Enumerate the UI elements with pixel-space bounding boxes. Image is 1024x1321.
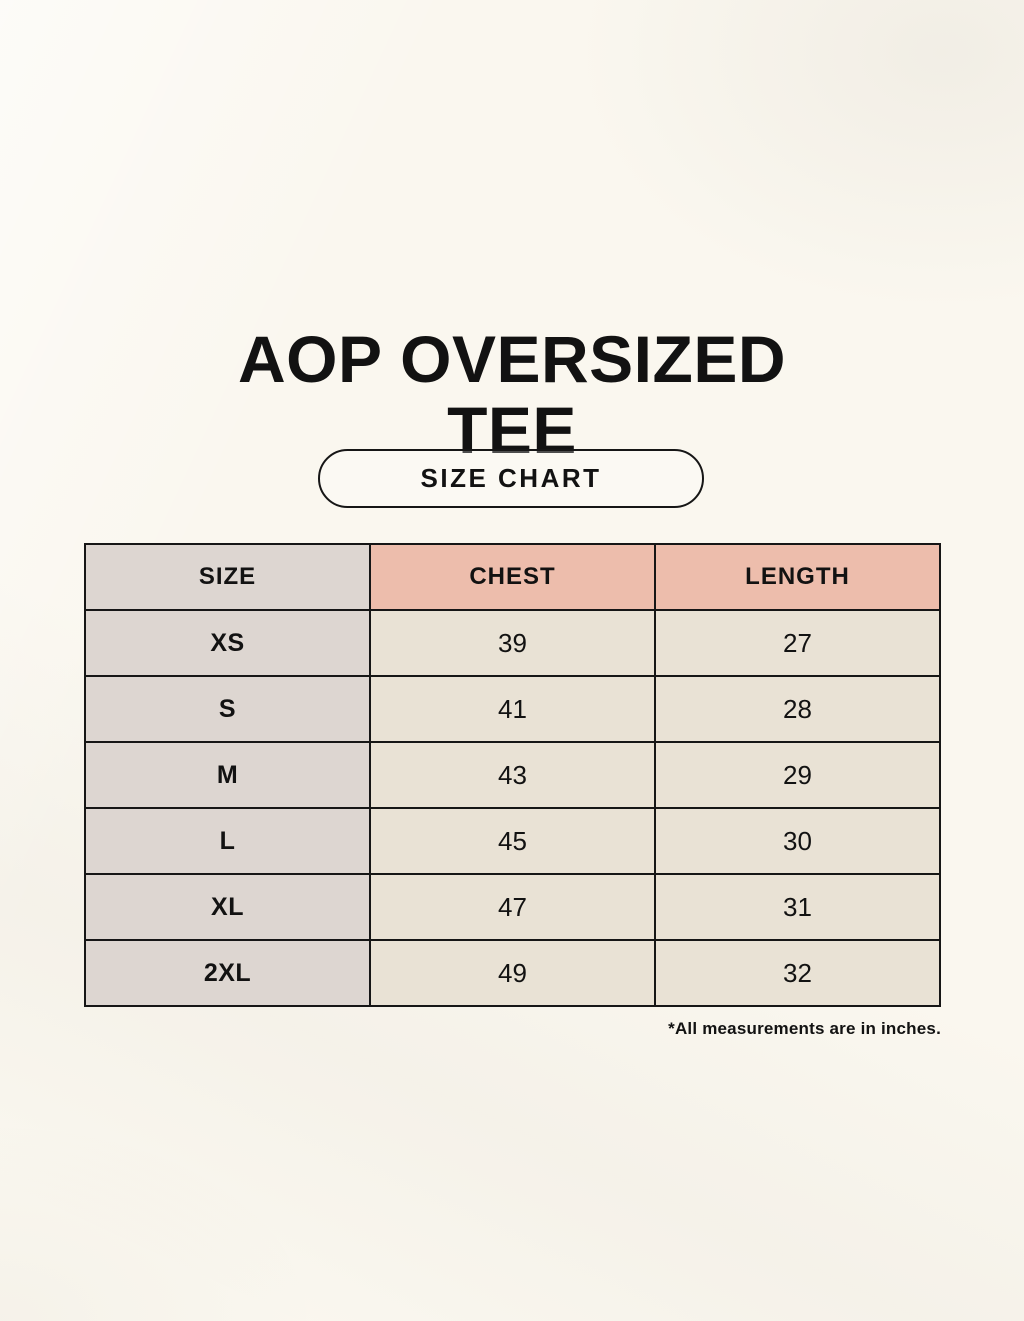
table-row-m: M 43 29 [84,741,941,809]
column-header-size: SIZE [84,543,371,611]
page-title: AOP OVERSIZED TEE [0,324,1024,466]
chest-value: 45 [369,807,656,875]
table-row-xs: XS 39 27 [84,609,941,677]
table-header-row: SIZE CHEST LENGTH [84,543,941,611]
page-title-line-2: TEE [447,393,577,468]
length-value: 27 [654,609,941,677]
chest-value: 49 [369,939,656,1007]
size-label: L [84,807,371,875]
page-title-line-1: AOP OVERSIZED [237,322,787,397]
size-label: 2XL [84,939,371,1007]
table-row-2xl: 2XL 49 32 [84,939,941,1007]
measurements-footnote: *All measurements are in inches. [668,1019,941,1038]
size-label: S [84,675,371,743]
table-row-s: S 41 28 [84,675,941,743]
column-header-length: LENGTH [654,543,941,611]
size-label: XL [84,873,371,941]
chest-value: 47 [369,873,656,941]
length-value: 30 [654,807,941,875]
size-chart-badge: SIZE CHART [318,449,704,508]
size-table: SIZE CHEST LENGTH XS 39 27 S 41 28 M [84,543,941,1007]
table-row-l: L 45 30 [84,807,941,875]
length-value: 31 [654,873,941,941]
size-label: M [84,741,371,809]
chest-value: 43 [369,741,656,809]
length-value: 29 [654,741,941,809]
size-table-container: SIZE CHEST LENGTH XS 39 27 S 41 28 M [84,543,941,1007]
table-row-xl: XL 47 31 [84,873,941,941]
length-value: 32 [654,939,941,1007]
chest-value: 41 [369,675,656,743]
column-header-chest: CHEST [369,543,656,611]
length-value: 28 [654,675,941,743]
size-label: XS [84,609,371,677]
size-chart-badge-label: SIZE CHART [420,463,602,493]
chest-value: 39 [369,609,656,677]
